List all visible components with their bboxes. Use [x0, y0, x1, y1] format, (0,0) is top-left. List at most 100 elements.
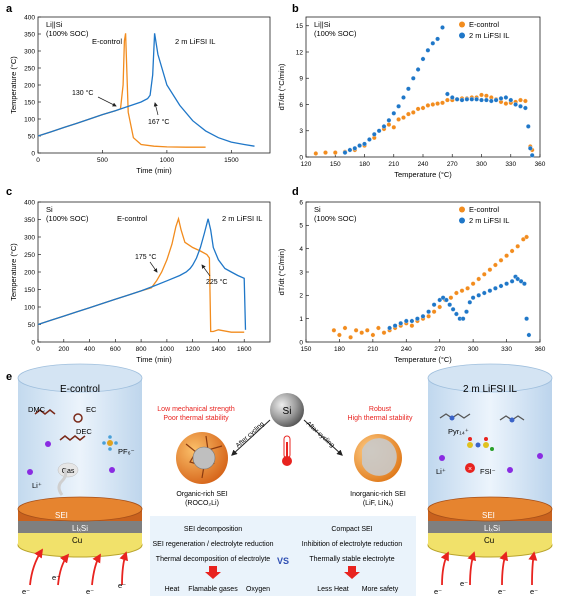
- data-point: [493, 97, 499, 103]
- data-point: [509, 248, 515, 254]
- y-tick-label: 150: [24, 99, 35, 106]
- y-tick-label: 0: [31, 150, 35, 157]
- data-point: [513, 102, 518, 107]
- electron-label: e⁻: [118, 581, 126, 590]
- li-ion-icon: [537, 453, 543, 459]
- dec-molecule-icon: [59, 435, 86, 441]
- data-point: [498, 283, 504, 289]
- data-point: [503, 101, 509, 106]
- data-point: [420, 313, 426, 319]
- left-list-item: Thermal decomposition of electrolyte: [156, 556, 270, 563]
- label-lifsi-a: 2 m LiFSI IL: [175, 37, 215, 46]
- x-tick-label: 330: [505, 161, 516, 168]
- electron-arrows-left: [29, 548, 128, 586]
- x-tick-label: 1000: [160, 157, 175, 164]
- data-point: [376, 325, 381, 331]
- series-line-2-m-lifsi-il: [37, 218, 247, 330]
- electron-label: e⁻: [434, 587, 442, 596]
- lixsi-label-right: LiₓSi: [484, 524, 500, 533]
- data-point: [430, 102, 436, 107]
- panel-label-c: c: [6, 186, 12, 198]
- data-point: [527, 145, 533, 151]
- data-point: [525, 124, 531, 129]
- left-warning-1: Low mechanical strength: [157, 406, 235, 413]
- data-point: [465, 285, 470, 291]
- data-point: [524, 316, 529, 322]
- x-tick-label: 0: [36, 346, 40, 353]
- data-point: [396, 103, 401, 109]
- y-axis-label: Temperature (°C): [9, 243, 18, 301]
- x-tick-label: 800: [136, 346, 147, 353]
- panel-annotation: (100% SOC): [46, 29, 89, 38]
- data-point: [484, 97, 489, 103]
- li-ion-icon: [439, 455, 445, 461]
- li-label-right: Li⁺: [436, 467, 446, 476]
- pyr-label: Pyr₁₄⁺: [448, 427, 469, 436]
- y-tick-label: 400: [24, 14, 35, 21]
- label-167c: 167 °C: [148, 118, 169, 126]
- data-point: [406, 86, 411, 92]
- data-point: [425, 103, 431, 108]
- schematic-panel-e: E-control DMC EC DEC PF₆⁻ Li⁺ Gas: [17, 363, 553, 596]
- data-point: [487, 267, 493, 273]
- data-point: [435, 36, 440, 42]
- dmc-molecule-icon: [34, 409, 56, 415]
- arrow-175c: [149, 261, 158, 273]
- data-point: [332, 150, 338, 155]
- legend-label: 2 m LiFSI IL: [469, 31, 509, 40]
- y-tick-label: 250: [24, 65, 35, 72]
- x-tick-label: 1200: [185, 346, 200, 353]
- data-point: [450, 306, 456, 312]
- pf6-label: PF₆⁻: [118, 447, 135, 456]
- after-cycling-label-right: After cycling: [305, 420, 336, 449]
- comparison-box: [150, 516, 416, 596]
- data-point: [445, 91, 450, 97]
- data-point: [464, 96, 470, 102]
- data-point: [364, 327, 370, 333]
- data-point: [431, 302, 437, 308]
- x-tick-label: 360: [535, 346, 546, 353]
- data-point: [352, 145, 358, 151]
- y-tick-label: 0: [299, 339, 303, 346]
- data-point: [410, 75, 416, 81]
- electron-label: e⁻: [460, 579, 468, 588]
- y-axis-label: dT/dt (°C/min): [277, 63, 286, 110]
- x-tick-label: 400: [84, 346, 95, 353]
- data-point: [323, 150, 328, 155]
- x-tick-label: 1500: [224, 157, 239, 164]
- data-point: [470, 281, 476, 287]
- li-label-left: Li⁺: [32, 481, 42, 490]
- y-tick-label: 9: [299, 76, 303, 83]
- data-point: [503, 95, 509, 100]
- x-tick-label: 500: [97, 157, 108, 164]
- li-ion-icon: [45, 441, 51, 447]
- x-axis-label: Temperature (°C): [394, 170, 452, 179]
- dec-label: DEC: [76, 427, 92, 436]
- data-point: [470, 295, 476, 301]
- data-point: [342, 325, 348, 331]
- data-point: [391, 124, 397, 130]
- left-cylinder-top: [17, 363, 143, 393]
- data-point: [342, 150, 348, 155]
- cu-label-left: Cu: [72, 536, 82, 545]
- data-point: [362, 141, 367, 147]
- data-point: [459, 97, 465, 103]
- data-point: [460, 316, 466, 322]
- left-outcome-gases: Flamable gases: [188, 586, 238, 593]
- y-tick-label: 3: [299, 269, 303, 276]
- plot-frame: [37, 201, 271, 343]
- li-ion-icon: [27, 469, 33, 475]
- y-tick-label: 200: [24, 269, 35, 276]
- x-tick-label: 1600: [237, 346, 252, 353]
- panel-c-annotations: E-control 2 m LiFSI IL 175 °C 225 °C: [117, 214, 262, 286]
- arrow-130c: [97, 96, 117, 107]
- data-point: [347, 147, 353, 153]
- data-point: [430, 40, 436, 46]
- data-point: [410, 110, 416, 115]
- data-point: [515, 276, 521, 282]
- electron-label: e⁻: [22, 587, 30, 596]
- data-point: [353, 327, 359, 333]
- chart-panel-a: 0 500 1000 1500 0 50 100 150 200 250 300 350 400 Time…: [9, 14, 271, 175]
- data-point: [520, 236, 526, 242]
- x-tick-label: 600: [110, 346, 121, 353]
